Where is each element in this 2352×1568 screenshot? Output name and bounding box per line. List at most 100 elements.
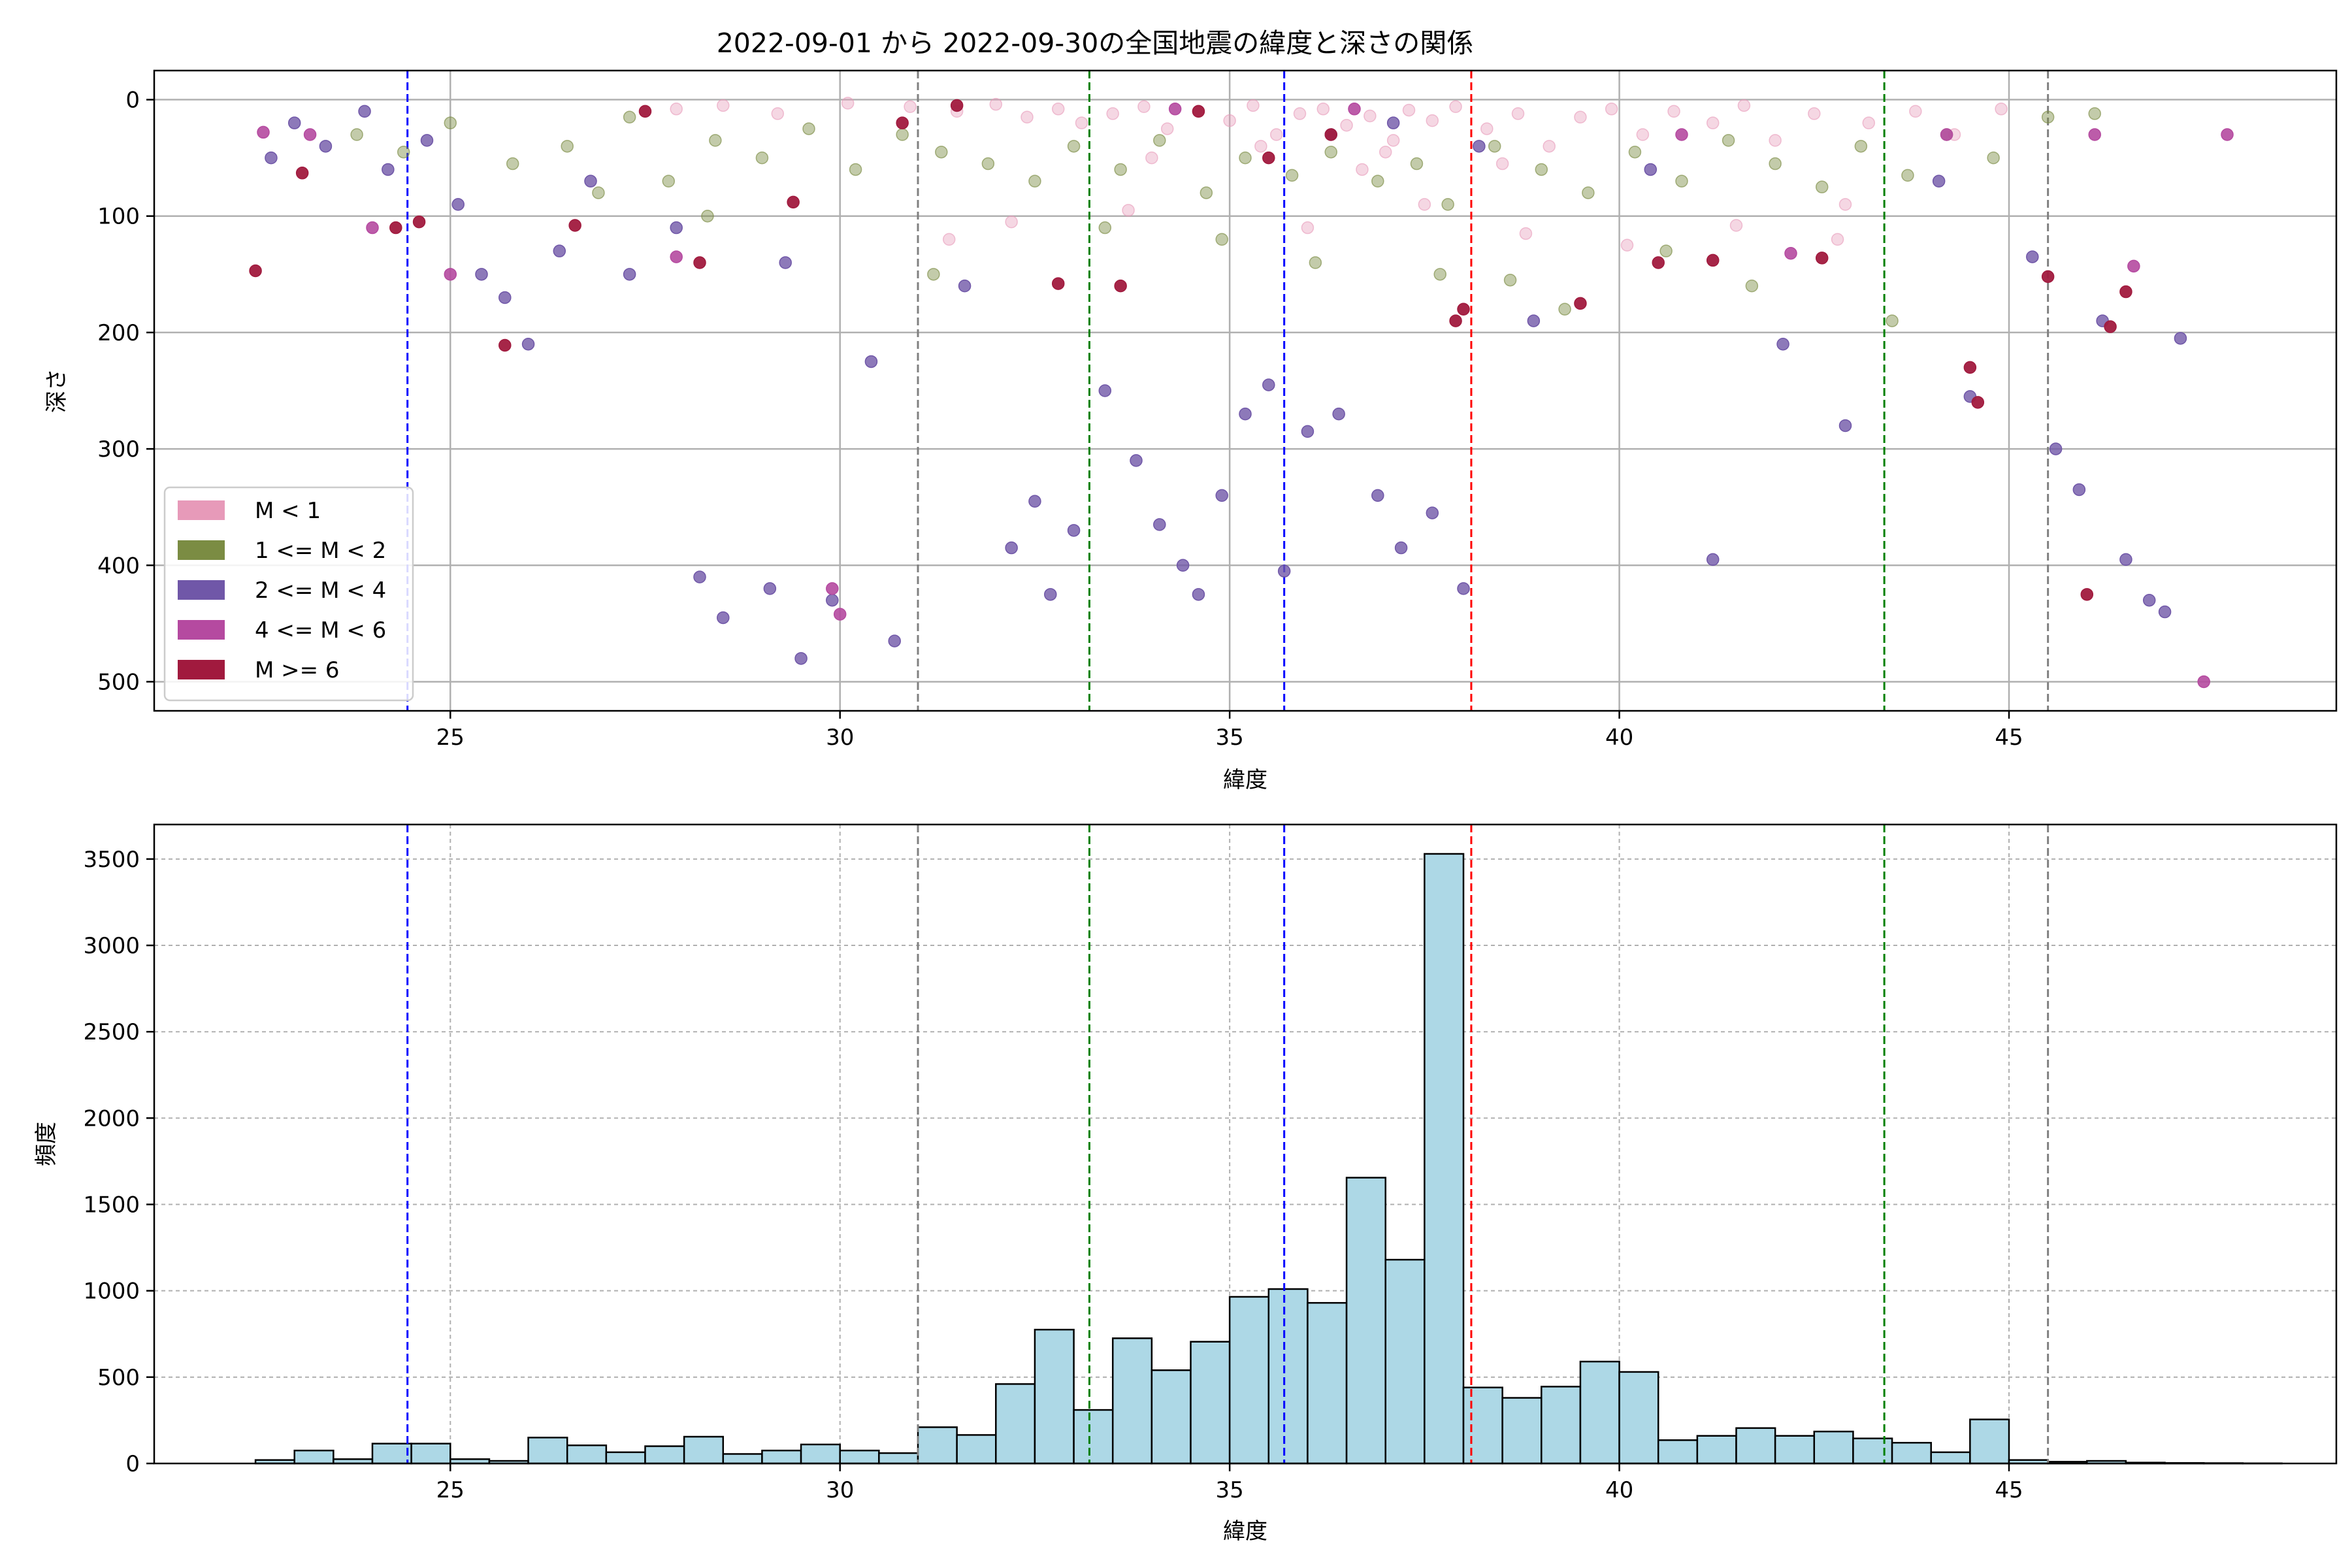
chart-title: 2022-09-01 から 2022-09-30の全国地震の緯度と深さの関係 <box>717 27 1474 59</box>
scatter-chart: 2022-09-01 から 2022-09-30の全国地震の緯度と深さの関係 2… <box>44 27 2338 793</box>
histogram-x-tick-label: 40 <box>1605 1477 1633 1503</box>
histogram-x-ticks: 25 30 35 40 45 <box>436 1463 2023 1503</box>
scatter-point-series-2 <box>451 198 465 211</box>
scatter-point-series-2 <box>2072 483 2086 497</box>
scatter-x-ticks: 25 30 35 40 45 <box>436 711 2023 751</box>
scatter-point-series-4 <box>295 167 309 180</box>
scatter-point-series-2 <box>1028 495 1041 508</box>
scatter-point-series-3 <box>2088 128 2101 141</box>
scatter-point-series-4 <box>2119 285 2132 299</box>
histogram-bar <box>1969 1418 2010 1465</box>
scatter-point-series-0 <box>1426 114 1439 127</box>
scatter-point-series-1 <box>1324 145 1337 159</box>
scatter-point-series-3 <box>826 582 839 595</box>
scatter-point-series-2 <box>1838 419 1852 433</box>
scatter-point-series-1 <box>1114 163 1127 176</box>
scatter-point-series-0 <box>1543 140 1556 153</box>
scatter-point-series-2 <box>584 174 597 188</box>
scatter-point-series-1 <box>1200 186 1213 199</box>
scatter-point-series-2 <box>1239 407 1252 421</box>
histogram-y-axis-label: 頻度 <box>33 1122 59 1166</box>
scatter-point-series-1 <box>1987 151 2000 165</box>
scatter-point-series-0 <box>1293 107 1307 120</box>
scatter-point-series-0 <box>1269 128 1283 141</box>
histogram-bar <box>293 1449 335 1465</box>
scatter-point-series-1 <box>1675 174 1688 188</box>
histogram-bar <box>1618 1371 1659 1465</box>
scatter-point-series-4 <box>950 99 964 112</box>
scatter-point-series-0 <box>1605 103 1618 116</box>
scatter-point-series-0 <box>1706 116 1720 129</box>
histogram-bar <box>1930 1451 1971 1465</box>
histogram-chart: 25 30 35 40 45 0500100015002000250030003500 … <box>33 823 2338 1544</box>
scatter-point-series-2 <box>553 244 566 257</box>
scatter-plot-frame <box>153 69 2338 712</box>
scatter-point-series-0 <box>1301 221 1315 235</box>
scatter-x-tick-label: 35 <box>1216 725 1244 751</box>
histogram-y-tick-label: 1500 <box>83 1192 140 1218</box>
histogram-bar <box>1813 1430 1854 1465</box>
scatter-point-series-4 <box>1574 297 1587 310</box>
histogram-y-tick-label: 0 <box>125 1451 140 1477</box>
scatter-point-series-4 <box>249 264 262 278</box>
histogram-bar <box>683 1435 725 1465</box>
scatter-point-series-2 <box>1706 553 1720 566</box>
scatter-point-series-0 <box>1051 103 1065 116</box>
histogram-bar <box>1541 1386 1582 1465</box>
scatter-point-series-2 <box>693 570 706 583</box>
scatter-point-series-1 <box>896 128 909 141</box>
scatter-point-series-2 <box>2026 250 2039 263</box>
scatter-point-series-1 <box>1215 233 1228 246</box>
scatter-y-ticks: 0 100 200 300 400 500 <box>97 88 154 695</box>
histogram-bar <box>1345 1177 1386 1465</box>
scatter-point-series-1 <box>1433 268 1446 281</box>
histogram-bar <box>956 1434 997 1465</box>
scatter-point-series-4 <box>1457 302 1470 316</box>
scatter-point-series-1 <box>1815 180 1829 193</box>
scatter-point-series-4 <box>498 338 512 352</box>
scatter-point-series-2 <box>1776 337 1789 351</box>
scatter-point-series-2 <box>498 291 512 304</box>
histogram-x-tick-label: 25 <box>436 1477 465 1503</box>
histogram-bar <box>1307 1301 1348 1465</box>
scatter-point-series-2 <box>521 337 535 351</box>
scatter-point-series-1 <box>397 145 410 159</box>
histogram-bar <box>1852 1437 1893 1465</box>
scatter-point-series-3 <box>2127 259 2140 273</box>
histogram-bar <box>1267 1288 1309 1465</box>
scatter-point-series-2 <box>1644 163 1658 176</box>
histogram-bar <box>1774 1435 1816 1465</box>
scatter-point-series-0 <box>989 97 1003 111</box>
histogram-y-ticks: 0 500 1000 1500 2000 2500 3000 3500 <box>83 847 154 1477</box>
scatter-point-series-2 <box>888 634 901 647</box>
histogram-bar <box>995 1383 1036 1465</box>
scatter-point-series-4 <box>1815 252 1829 265</box>
scatter-point-series-4 <box>2041 270 2055 284</box>
scatter-point-series-3 <box>366 221 379 235</box>
scatter-point-series-4 <box>412 215 426 229</box>
scatter-point-series-0 <box>1729 219 1743 232</box>
scatter-point-series-2 <box>1176 559 1190 572</box>
legend-swatch <box>178 580 225 600</box>
scatter-point-series-0 <box>1636 128 1650 141</box>
histogram-bar <box>1151 1369 1192 1465</box>
scatter-point-series-4 <box>1449 314 1462 327</box>
legend-swatch <box>178 660 225 679</box>
scatter-point-series-1 <box>561 140 574 153</box>
scatter-point-series-1 <box>444 116 457 129</box>
scatter-point-series-0 <box>904 100 917 113</box>
histogram-bar <box>527 1437 568 1465</box>
scatter-point-series-1 <box>350 128 363 141</box>
scatter-point-series-2 <box>717 611 730 625</box>
scatter-point-series-4 <box>638 105 652 118</box>
scatter-point-series-2 <box>1130 454 1143 467</box>
scatter-point-series-3 <box>1940 128 1953 141</box>
scatter-point-series-2 <box>623 268 636 281</box>
legend-box <box>163 486 414 702</box>
histogram-x-axis-label: 緯度 <box>1223 1518 1267 1544</box>
histogram-bar <box>1034 1328 1075 1465</box>
histogram-y-tick-label: 1000 <box>83 1279 140 1305</box>
scatter-point-series-1 <box>927 268 940 281</box>
scatter-point-series-1 <box>1239 151 1252 165</box>
